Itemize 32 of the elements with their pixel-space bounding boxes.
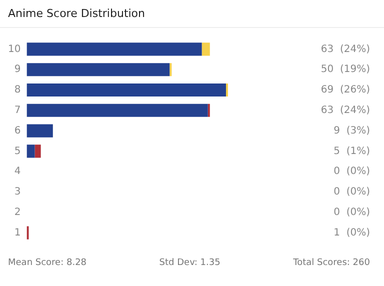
text: Total Scores: 260 (293, 258, 370, 268)
bar (26, 144, 35, 158)
y-tick-label: 10 (8, 44, 21, 55)
bar (26, 83, 226, 97)
bar (26, 63, 170, 76)
text: 69 (26%) (320, 84, 370, 96)
text: 0 (0%) (334, 186, 370, 198)
text: Mean Score: 8.28 (8, 258, 87, 268)
y-tick-label: 1 (14, 227, 21, 238)
text: 1 (0%) (334, 227, 370, 238)
y-tick-label: 2 (14, 206, 21, 218)
y-tick-label: 8 (14, 84, 21, 96)
y-tick-label: 7 (14, 104, 21, 116)
chart-title: Anime Score Distribution (8, 7, 146, 20)
bar (26, 124, 53, 138)
bar (26, 104, 208, 117)
text: 50 (19%) (320, 64, 370, 76)
text: 63 (24%) (320, 104, 370, 116)
y-tick-label: 5 (14, 146, 21, 157)
text: Std Dev: 1.35 (159, 258, 220, 268)
bar (26, 42, 202, 56)
text: 0 (0%) (334, 166, 370, 178)
y-tick-label: 6 (14, 125, 21, 136)
y-tick-label: 4 (14, 166, 21, 178)
bar (34, 144, 41, 158)
text: 63 (24%) (320, 44, 370, 55)
text: 0 (0%) (334, 206, 370, 218)
text: 9 (3%) (334, 125, 370, 136)
bar (202, 42, 210, 56)
y-tick-label: 3 (14, 186, 21, 198)
text: 5 (1%) (334, 146, 370, 157)
y-tick-label: 9 (14, 64, 21, 76)
